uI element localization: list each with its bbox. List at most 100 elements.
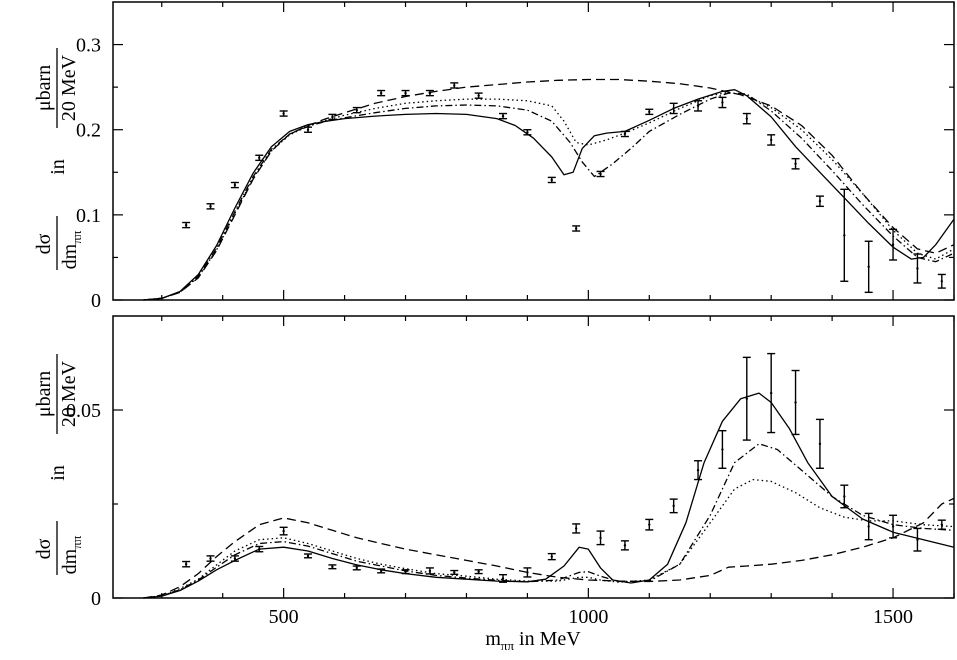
bottom-data-point — [620, 540, 629, 551]
top-data-point — [864, 240, 873, 294]
top-data-points — [182, 82, 946, 294]
bottom-data-point — [182, 560, 191, 568]
data-marker — [355, 566, 358, 570]
data-marker — [404, 91, 407, 95]
top-data-point — [742, 112, 751, 125]
bottom-y-tick-label: 0.05 — [66, 400, 101, 422]
bottom-ylabel-frac1-den-main: dm — [59, 548, 81, 574]
data-marker — [916, 267, 919, 270]
x-axis-label-sub: ππ — [501, 638, 515, 653]
data-marker — [867, 525, 870, 528]
top-ylabel-frac1-num: dσ — [33, 233, 55, 254]
data-marker — [258, 156, 261, 160]
top-data-point — [230, 181, 239, 189]
bottom-data-point — [718, 429, 727, 469]
top-data-point — [255, 154, 264, 162]
top-data-point — [450, 82, 459, 89]
top-y-tick-label: 0.1 — [76, 205, 101, 227]
bottom-data-point — [840, 484, 849, 509]
x-tick-label: 1000 — [568, 606, 608, 628]
bottom-data-point — [450, 569, 459, 576]
bottom-ylabel-frac2-num: μbarn — [33, 371, 55, 417]
top-data-point — [791, 157, 800, 170]
data-marker — [501, 114, 505, 118]
bottom-data-points — [182, 352, 946, 583]
bottom-data-point — [425, 567, 434, 575]
top-data-point — [279, 110, 288, 117]
data-marker — [209, 557, 212, 560]
data-marker — [282, 112, 285, 115]
data-marker — [331, 115, 334, 119]
bottom-ticks: 500 1000 1500 0 0.05 — [66, 316, 955, 628]
data-marker — [574, 527, 578, 530]
top-y-tick-label: 0 — [91, 290, 101, 312]
top-data-point — [206, 203, 215, 210]
data-marker — [331, 565, 334, 568]
data-marker — [501, 577, 505, 580]
data-marker — [745, 397, 748, 400]
bottom-y-tick-label: 0 — [91, 588, 101, 610]
top-curve-dash-dot — [143, 92, 955, 301]
top-y-axis-label: dσ dmππ in μbarn 20 MeV — [33, 48, 84, 270]
data-marker — [818, 200, 822, 203]
data-marker — [233, 183, 237, 187]
data-marker — [648, 523, 651, 526]
top-data-point — [572, 225, 581, 232]
bottom-curve-solid — [143, 392, 955, 599]
top-data-point — [596, 170, 605, 178]
bottom-data-point — [791, 369, 800, 436]
bottom-ylabel-frac1-den: dmππ — [59, 535, 84, 574]
bottom-data-point — [889, 514, 898, 539]
bottom-plot-frame — [112, 315, 955, 599]
top-data-point — [645, 108, 654, 116]
top-data-point — [474, 92, 483, 99]
bottom-data-point — [499, 573, 508, 583]
data-marker — [769, 391, 773, 395]
data-marker — [794, 401, 797, 404]
data-marker — [184, 223, 188, 227]
data-marker — [769, 138, 773, 142]
top-ylabel-in: in — [47, 159, 69, 175]
top-data-point — [499, 112, 508, 120]
x-axis-label-rest: in MeV — [514, 628, 581, 650]
data-marker — [867, 265, 870, 268]
data-marker — [184, 562, 188, 566]
bottom-data-point — [864, 512, 873, 541]
data-marker — [477, 570, 480, 573]
top-data-point — [913, 253, 922, 284]
top-ticks: 0 0.1 0.2 0.3 — [76, 2, 955, 312]
top-data-point — [352, 106, 361, 114]
top-data-point — [767, 134, 776, 146]
data-marker — [696, 104, 700, 108]
bottom-data-point — [547, 552, 556, 561]
data-marker — [721, 101, 724, 104]
top-data-point — [840, 188, 849, 282]
top-data-point — [815, 195, 824, 208]
data-marker — [818, 442, 822, 446]
top-data-point — [425, 89, 434, 97]
top-data-point — [547, 176, 556, 184]
bottom-data-point — [255, 545, 264, 553]
top-ylabel-frac1-sub: ππ — [69, 230, 84, 244]
top-data-point — [304, 126, 313, 133]
bottom-data-point — [694, 460, 703, 481]
data-marker — [355, 108, 358, 112]
top-ylabel-frac1-den: dmππ — [59, 230, 84, 269]
bottom-data-point — [523, 567, 532, 578]
data-marker — [648, 110, 651, 114]
data-marker — [940, 280, 944, 283]
data-marker — [453, 84, 456, 87]
data-marker — [696, 468, 700, 472]
bottom-curves — [143, 392, 955, 599]
bottom-data-point — [328, 564, 337, 570]
bottom-data-point — [377, 568, 386, 574]
data-marker — [404, 570, 407, 573]
data-marker — [526, 571, 529, 574]
data-marker — [745, 117, 748, 120]
bottom-data-point — [937, 519, 946, 530]
data-marker — [891, 243, 895, 246]
top-panel: 0 0.1 0.2 0.3 dσ dmππ in μbarn 20 MeV — [33, 1, 955, 312]
bottom-ylabel-in: in — [47, 465, 69, 481]
